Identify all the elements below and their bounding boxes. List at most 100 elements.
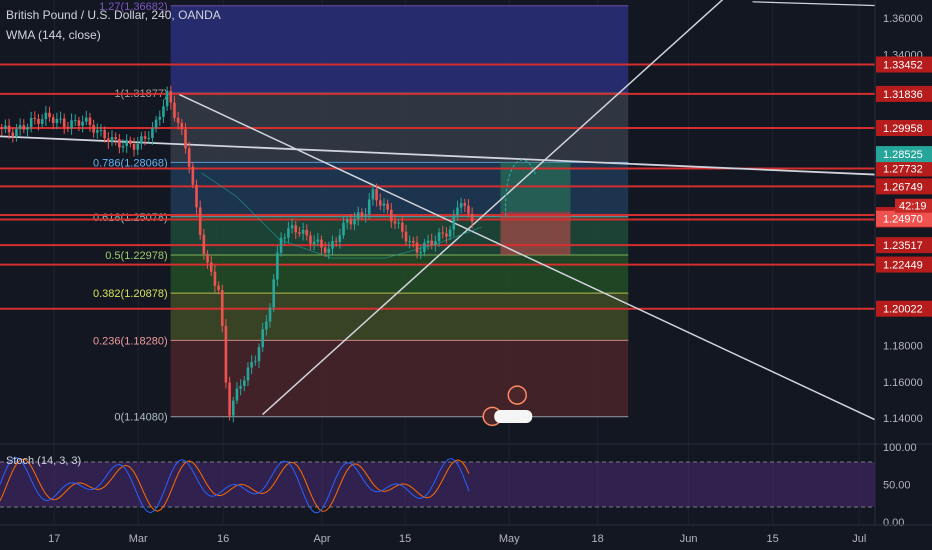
- candle-body: [136, 143, 140, 150]
- candle-body: [143, 136, 147, 139]
- candle-body: [0, 127, 4, 129]
- candle-body: [276, 252, 279, 280]
- candle-body: [246, 367, 250, 381]
- candle-body: [239, 385, 242, 389]
- candle-body: [320, 239, 323, 248]
- x-tick-label: Apr: [313, 533, 330, 545]
- candle-body: [37, 118, 40, 124]
- candle-body: [173, 102, 176, 118]
- trendline-ascending: [261, 0, 724, 416]
- candle-body: [158, 116, 162, 120]
- candle-body: [51, 117, 55, 124]
- candle-body: [125, 140, 128, 147]
- level-price-label: 1.31836: [883, 89, 923, 101]
- x-tick-label: 15: [767, 533, 779, 545]
- candle-body: [426, 240, 430, 243]
- candle-body: [224, 325, 228, 383]
- candle-body: [147, 137, 151, 139]
- candle-body: [235, 388, 239, 401]
- candle-body: [334, 241, 338, 243]
- candle-body: [114, 137, 117, 140]
- level-price-badge: [876, 85, 932, 102]
- candle-body: [140, 136, 143, 144]
- candle-body: [151, 127, 154, 138]
- candle-body: [92, 124, 95, 133]
- candle-body: [312, 241, 316, 244]
- candle-body: [176, 117, 180, 123]
- wma-line: [200, 172, 482, 259]
- candle-body: [84, 117, 88, 122]
- candle-body: [445, 233, 448, 237]
- candle-body: [331, 241, 334, 249]
- fib-level-label: 1.27(1.36682): [99, 1, 168, 13]
- candle-body: [419, 251, 422, 253]
- candle-body: [22, 125, 26, 130]
- candle-body: [44, 112, 48, 120]
- level-price-badge: [876, 160, 932, 177]
- candle-body: [353, 219, 356, 225]
- y-tick-label: 1.36000: [883, 13, 923, 25]
- candle-body: [415, 242, 419, 253]
- candle-body: [81, 121, 84, 126]
- candle-body: [228, 382, 231, 416]
- candle-body: [202, 234, 206, 255]
- candle-body: [62, 118, 66, 128]
- candle-body: [452, 215, 456, 230]
- candle-body: [250, 361, 253, 368]
- candle-body: [448, 229, 452, 237]
- candle-body: [99, 129, 103, 131]
- candle-body: [18, 125, 22, 129]
- candle-body: [283, 237, 287, 239]
- candle-body: [187, 148, 191, 167]
- candle-body: [110, 137, 114, 142]
- candle-body: [254, 361, 257, 363]
- stoch-d-line: [0, 458, 470, 512]
- candle-body: [48, 112, 51, 118]
- candle-body: [390, 209, 393, 222]
- candle-body: [180, 122, 184, 130]
- fib-level-label: 0.236(1.18280): [93, 335, 168, 347]
- candle-body: [441, 232, 445, 234]
- fib-zone: [170, 5, 629, 94]
- level-price-badge: [876, 178, 932, 195]
- candle-body: [154, 119, 158, 128]
- x-tick-label: 16: [217, 533, 229, 545]
- candle-body: [371, 189, 375, 200]
- candle-body: [70, 120, 73, 129]
- current-price-label: 1.24970: [883, 214, 923, 226]
- candle-body: [345, 219, 349, 223]
- candle-body: [55, 118, 59, 124]
- candle-body: [459, 203, 463, 208]
- candle-body: [213, 271, 217, 286]
- candle-body: [364, 214, 367, 216]
- level-price-badge: [876, 300, 932, 317]
- candle-body: [129, 140, 132, 144]
- countdown-badge: [895, 198, 932, 213]
- candle-body: [287, 228, 290, 238]
- uk-event-flag-icon: [507, 385, 527, 405]
- y-tick-label: 1.18000: [883, 340, 923, 352]
- candle-body: [4, 125, 7, 129]
- x-tick-label: 15: [399, 533, 411, 545]
- candle-body: [103, 129, 106, 139]
- fib-level-label: 0.5(1.22978): [105, 250, 167, 262]
- x-tick-label: Jun: [680, 533, 698, 545]
- current-price-badge: [876, 146, 932, 163]
- candle-body: [132, 143, 136, 150]
- candle-body: [265, 321, 268, 330]
- candle-body: [342, 222, 345, 236]
- x-tick-label: Mar: [129, 533, 148, 545]
- candle-body: [272, 279, 275, 308]
- candle-body: [323, 247, 327, 253]
- candle-body: [96, 130, 99, 133]
- candle-body: [40, 119, 44, 124]
- x-tick-label: Jul: [852, 533, 866, 545]
- candle-body: [77, 120, 81, 126]
- candle-body: [220, 290, 224, 326]
- candle-body: [59, 118, 62, 120]
- candle-body: [434, 241, 437, 246]
- candle-body: [198, 207, 202, 235]
- candle-body: [261, 329, 264, 348]
- candle-body: [327, 248, 331, 253]
